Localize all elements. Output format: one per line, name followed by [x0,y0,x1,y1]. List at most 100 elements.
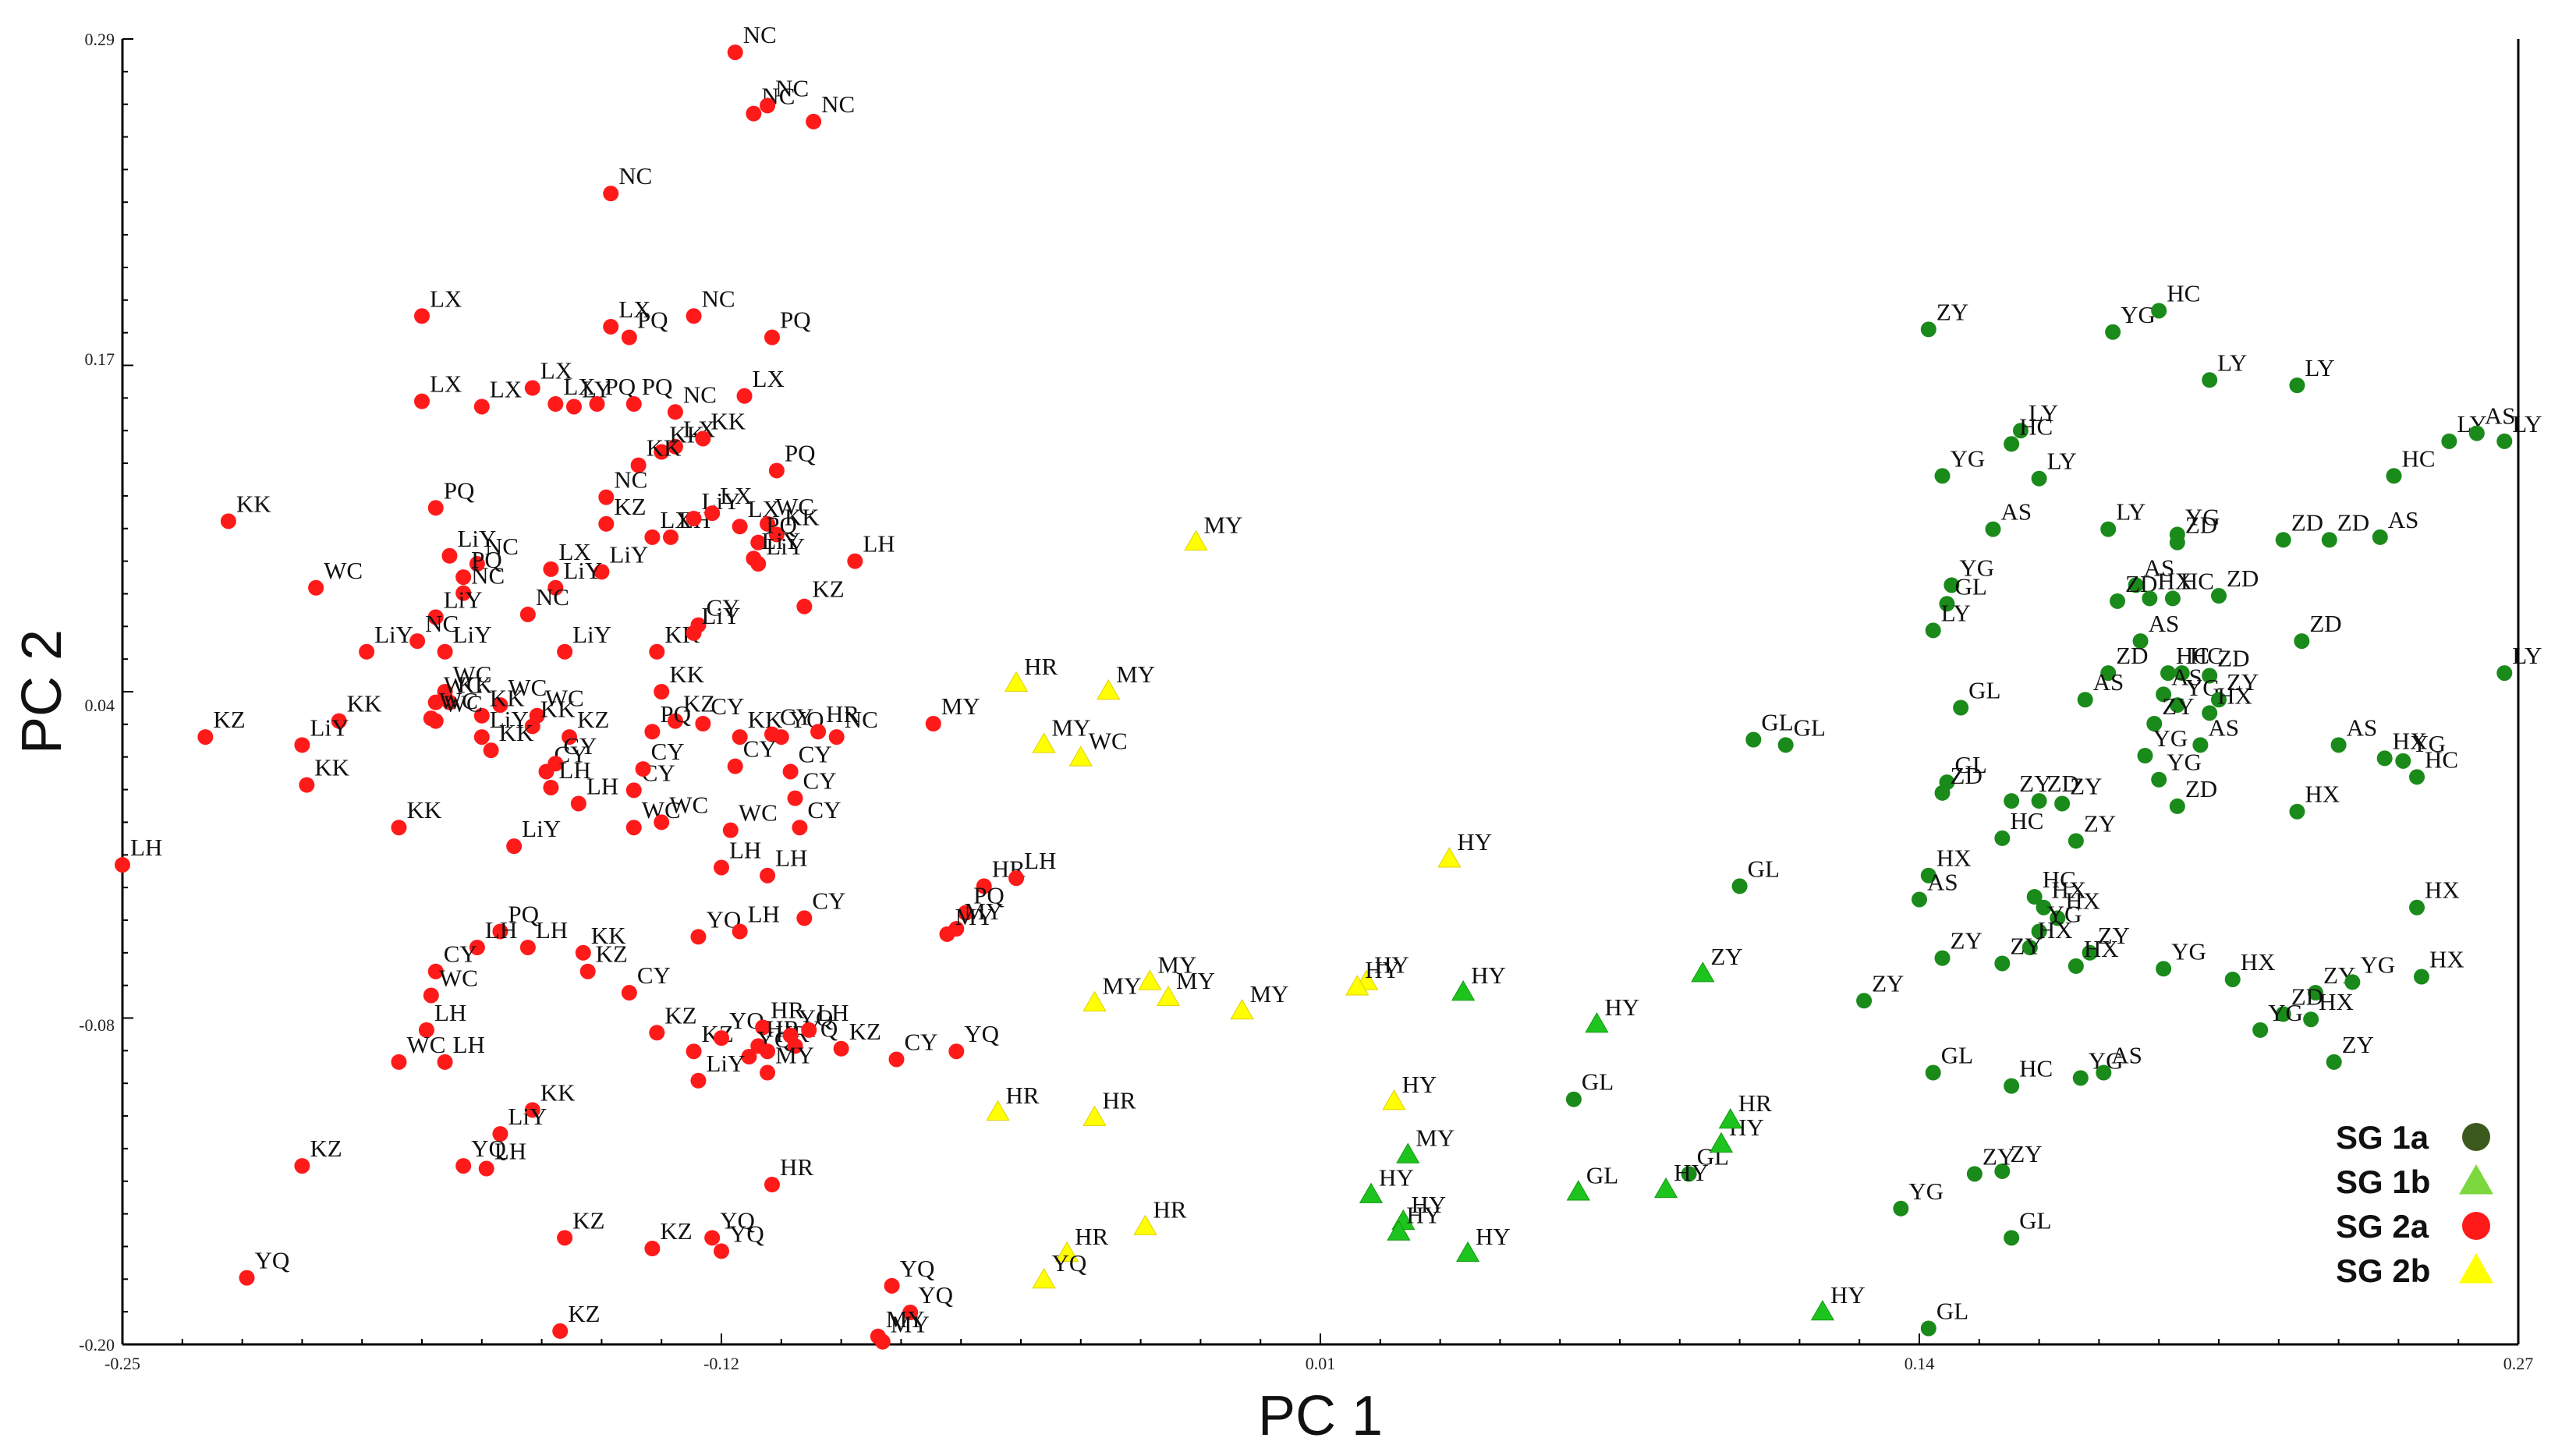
data-point [473,729,490,746]
data-point-label: MY [886,1305,925,1333]
data-point [1893,1200,1909,1217]
data-point-label: AS [2149,610,2180,637]
data-point-label: HR [1075,1223,1108,1250]
data-point [625,396,642,413]
data-point-label: ZD [2309,610,2341,637]
data-point [654,444,670,460]
legend-label: SG 1a [2336,1119,2429,1156]
data-point-label: HY [1471,962,1506,989]
data-point [695,430,711,447]
data-point-label: HX [2305,781,2340,808]
data-point [787,790,803,806]
data-point-label: PQ [604,373,636,400]
data-point [2031,793,2047,809]
data-point [806,113,822,129]
data-point [473,707,490,724]
data-point [483,742,499,759]
data-point-label: LiY [444,586,483,613]
legend-label: SG 2a [2336,1208,2429,1245]
data-point [557,643,573,660]
data-point [1156,985,1181,1007]
data-point [2344,974,2361,990]
data-point-label: LX [618,296,650,323]
data-point-label: MY [1250,980,1289,1008]
data-point-label: KK [591,922,626,949]
data-point [418,1022,434,1038]
data-point-label: ZY [2162,692,2194,720]
data-point-label: HY [1411,1191,1446,1218]
data-point [2146,715,2163,731]
data-point [414,393,430,409]
data-point [1934,468,1951,484]
data-point [2224,971,2241,987]
data-point [782,763,799,780]
data-point [391,1054,407,1070]
legend-marker [2462,1212,2490,1240]
legend-marker [2459,1164,2493,1195]
minor-ticks [122,38,2519,1345]
data-point [2031,470,2047,487]
data-point [1396,1142,1420,1163]
data-point [2068,833,2084,849]
data-point-label: HY [1365,956,1400,983]
data-point-label: MY [891,1311,930,1338]
data-point-label: KZ [596,940,628,968]
data-point [1451,980,1476,1001]
data-point [2174,665,2190,682]
data-point-label: MY [1416,1124,1455,1151]
data-point [722,822,739,838]
data-point [750,534,767,551]
data-point [1745,731,1762,748]
data-point [547,579,564,596]
data-point-label: HY [1374,951,1409,978]
data-point [552,1323,569,1339]
data-point [2031,923,2047,940]
data-point-label: HC [2190,642,2223,669]
data-point [686,308,702,324]
data-point [704,505,721,522]
data-point-label: LH [729,836,761,863]
data-point [1138,969,1162,990]
data-point-label: PQ [973,882,1005,909]
data-point [810,724,827,740]
data-point-label: NC [743,21,777,48]
data-point [2468,425,2485,441]
data-point-label: LiY [766,533,805,560]
data-point-label: LY [2512,642,2542,669]
data-point [2496,665,2513,682]
data-point-label: MY [1203,512,1242,539]
data-point-label: MY [955,903,994,930]
data-point [2100,665,2117,682]
data-point-label: LX [563,373,595,400]
data-point-label: KZ [213,706,245,733]
data-point [2004,793,2020,809]
data-point [441,694,458,710]
data-point-label: KK [785,503,820,530]
data-point-label: MY [1103,972,1142,1000]
data-point-label: LH [558,756,590,784]
data-point-label: HC [2019,413,2053,440]
data-point [2110,593,2126,609]
data-point-label: MY [1052,714,1091,741]
x-tick-label: 0.14 [1905,1354,1935,1373]
data-point-label: CY [799,740,832,767]
data-point [750,556,767,572]
data-point-label: HX [1936,845,1972,872]
data-point-label: LiY [572,621,611,648]
data-point [760,1064,776,1081]
data-point-label: HC [2425,746,2458,773]
data-point [575,944,591,961]
data-point-label: NC [821,90,855,118]
data-point-label: ZY [1936,298,1968,325]
data-point [1032,1268,1056,1289]
data-point [2068,958,2084,974]
data-point [714,1030,729,1047]
data-point [2021,939,2038,955]
data-point [1345,975,1369,996]
data-point [524,380,540,396]
data-point-label: WC [1089,727,1128,754]
data-point [695,715,711,731]
data-point-label: HY [1406,1202,1441,1229]
data-point-label: MY [1157,951,1196,978]
data-point-label: YQ [918,1281,953,1309]
